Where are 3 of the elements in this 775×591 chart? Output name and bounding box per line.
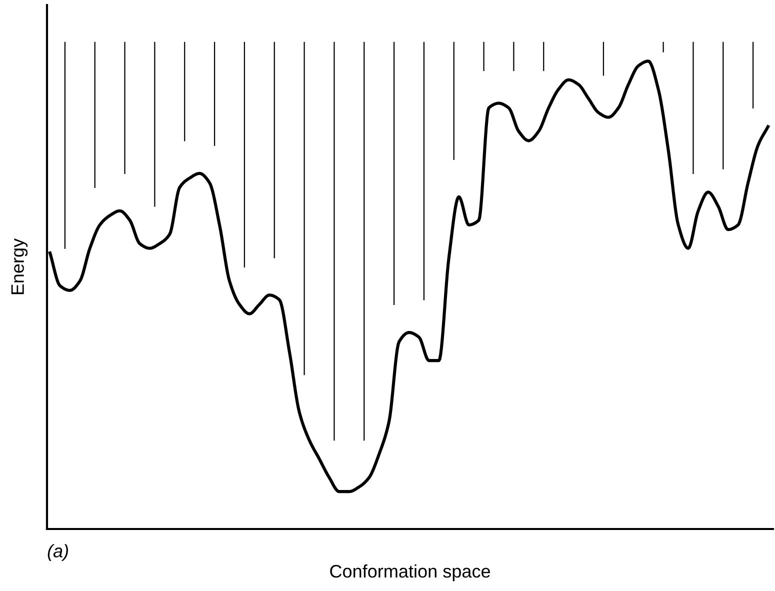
x-axis-title: Conformation space [330, 564, 490, 582]
text: (a) [48, 544, 68, 561]
y-axis-title: Energy [11, 238, 28, 294]
